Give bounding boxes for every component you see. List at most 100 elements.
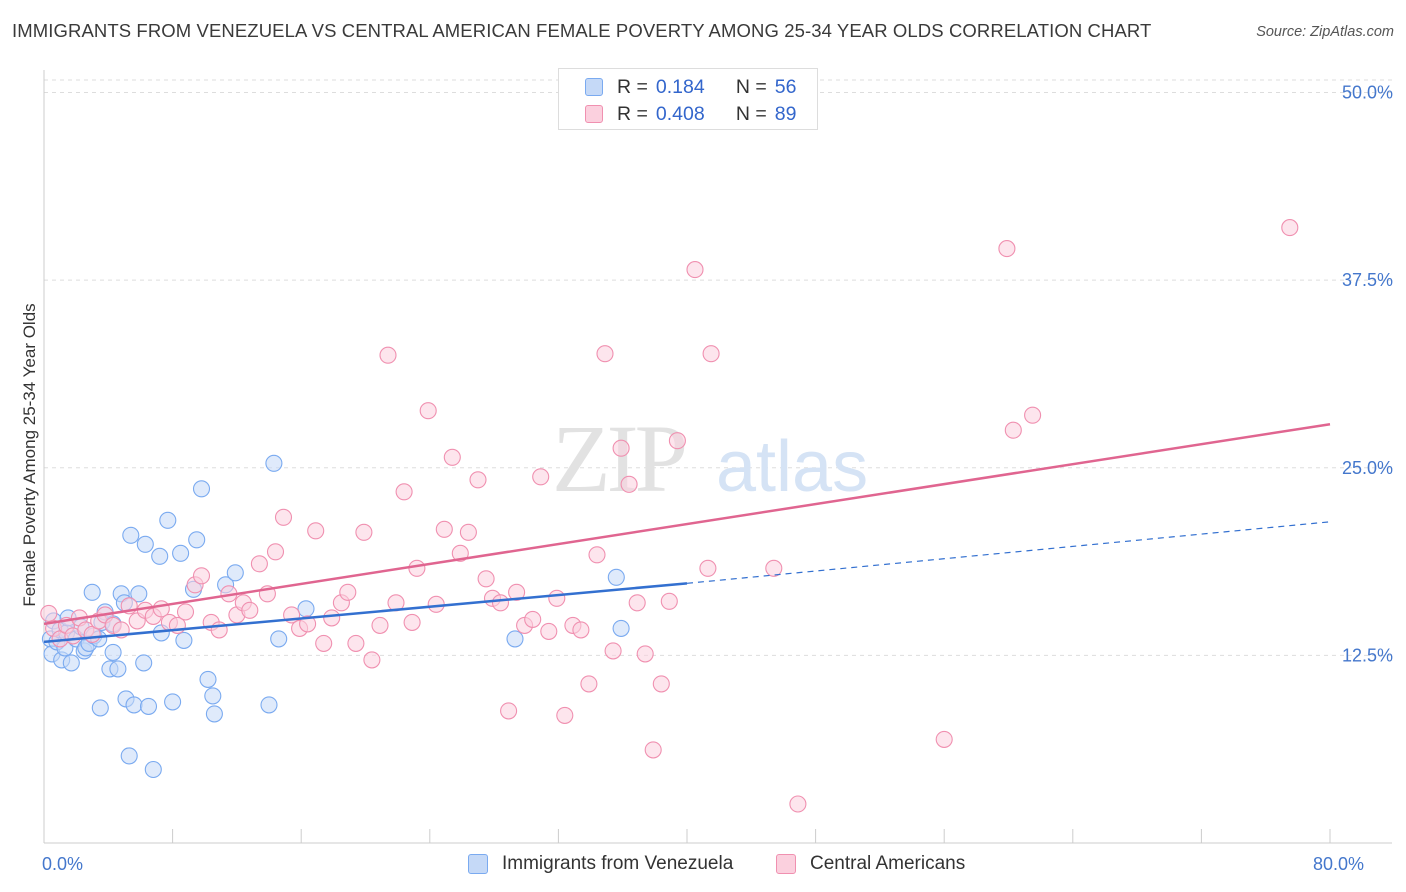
data-point	[508, 583, 526, 601]
data-point	[175, 631, 193, 649]
data-point	[139, 697, 158, 715]
data-point	[580, 675, 598, 693]
data-point	[443, 448, 461, 466]
data-point	[477, 570, 495, 588]
data-point	[408, 559, 426, 577]
data-point	[491, 594, 510, 612]
data-point	[159, 511, 177, 529]
data-point	[702, 345, 720, 363]
data-point	[699, 559, 717, 577]
data-point	[204, 687, 222, 705]
data-point	[668, 432, 686, 450]
gridlines	[44, 79, 1392, 656]
data-point	[1281, 219, 1299, 237]
data-point	[427, 595, 445, 613]
data-point	[459, 523, 477, 541]
data-point	[250, 555, 268, 573]
data-point	[323, 609, 341, 627]
data-point	[607, 568, 625, 586]
legend-n-label: N =	[735, 75, 767, 98]
data-point	[660, 592, 678, 610]
x-tick-label: 0.0%	[42, 854, 83, 874]
data-point	[403, 613, 421, 631]
data-point	[176, 603, 195, 621]
bottom-legend-venezuela: Immigrants from Venezuela	[468, 850, 733, 878]
data-point	[104, 643, 122, 661]
data-point	[556, 706, 574, 724]
legend-r-label: R =	[617, 75, 648, 98]
data-point	[241, 601, 259, 619]
data-point	[636, 645, 654, 663]
data-point	[299, 615, 317, 633]
bottom-legend-central-americans: Central Americans	[776, 850, 965, 878]
data-point	[644, 741, 662, 759]
legend-n-value: 89	[774, 102, 797, 125]
y-tick-label: 50.0%	[1342, 83, 1393, 103]
series-central-americans	[40, 219, 1299, 813]
data-point	[274, 508, 293, 526]
data-point	[205, 705, 223, 723]
data-point	[347, 634, 365, 652]
data-point	[120, 747, 138, 765]
data-point	[297, 600, 315, 618]
data-point	[91, 699, 109, 717]
y-tick-label: 37.5%	[1342, 270, 1393, 290]
data-point	[266, 543, 285, 561]
legend-r-label: R =	[617, 102, 648, 125]
data-point	[652, 675, 670, 693]
legend-swatch-pink	[585, 105, 603, 123]
data-point	[130, 585, 148, 603]
chart-title: IMMIGRANTS FROM VENEZUELA VS CENTRAL AME…	[12, 20, 1152, 41]
legend-n-value: 56	[774, 75, 797, 98]
y-tick-label: 25.0%	[1342, 458, 1393, 478]
data-point	[363, 651, 381, 669]
data-point	[765, 559, 783, 577]
legend-n-label: N =	[735, 102, 767, 125]
data-point	[435, 520, 453, 538]
data-point	[451, 544, 469, 562]
data-point	[83, 583, 101, 601]
watermark-zip: ZIP	[552, 405, 685, 512]
data-point	[604, 642, 622, 660]
x-tick-label: 80.0%	[1313, 854, 1364, 874]
y-tick-label: 12.5%	[1342, 645, 1393, 665]
data-point	[270, 630, 288, 648]
trend-line-venezuela-extension	[686, 521, 1331, 584]
tick-labels: 12.5% 25.0% 37.5% 50.0% 0.0% 80.0%	[42, 83, 1393, 874]
data-point	[395, 483, 413, 501]
data-point	[164, 693, 182, 711]
data-point	[612, 439, 630, 457]
data-point	[125, 696, 143, 714]
data-point	[572, 621, 590, 639]
legend-r-value: 0.408	[655, 102, 705, 125]
bottom-legend-swatch-blue	[468, 854, 488, 874]
trend-line-venezuela	[43, 582, 688, 644]
data-point	[192, 567, 211, 585]
legend-row-central-americans: R = 0.408 N = 89	[585, 102, 796, 126]
data-point	[620, 475, 638, 493]
data-point	[506, 630, 524, 648]
data-point	[135, 654, 153, 672]
data-point	[136, 535, 154, 553]
bottom-legend-swatch-pink	[776, 854, 796, 874]
data-point	[265, 454, 283, 472]
data-point	[1004, 421, 1022, 439]
data-point	[789, 795, 807, 813]
bottom-legend-label: Immigrants from Venezuela	[502, 853, 734, 874]
data-point	[419, 402, 437, 420]
data-point	[686, 261, 704, 279]
data-point	[109, 660, 127, 678]
data-point	[548, 589, 566, 607]
data-point	[172, 544, 190, 562]
legend-swatch-blue	[585, 78, 603, 96]
legend-row-venezuela: R = 0.184 N = 56	[585, 75, 796, 99]
data-point	[339, 583, 357, 601]
data-point	[144, 760, 162, 779]
bottom-legend-label: Central Americans	[810, 853, 966, 874]
correlation-legend: R = 0.184 N = 56 R = 0.408 N = 89	[558, 68, 818, 130]
data-point	[40, 604, 58, 622]
data-point	[122, 526, 140, 544]
trend-line-central-americans	[43, 422, 1331, 626]
axes	[43, 70, 1392, 844]
